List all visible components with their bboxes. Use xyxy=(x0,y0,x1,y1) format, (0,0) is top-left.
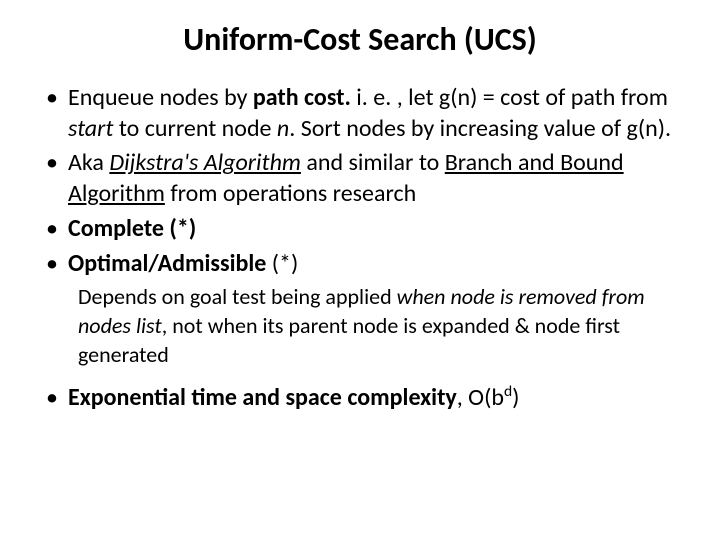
text-bold: Complete (*) xyxy=(68,214,196,243)
text: i. e. , let g(n) = cost of path from xyxy=(351,83,668,112)
text: ) xyxy=(512,383,519,412)
text: to current node xyxy=(113,114,277,143)
bullet-item-2: Aka Dijkstra's Algorithm and similar to … xyxy=(68,148,680,209)
text-bold: Exponential time and space complexity xyxy=(68,383,457,412)
text-superscript: d xyxy=(504,382,512,401)
text: , O(b xyxy=(457,383,504,412)
text: from operations research xyxy=(165,179,416,208)
text: . Sort nodes by increasing value of g(n)… xyxy=(289,114,671,143)
bullet-list-2: Exponential time and space complexity, O… xyxy=(40,383,680,414)
text: Enqueue nodes by xyxy=(68,83,253,112)
text: Depends on goal test being applied xyxy=(78,283,397,310)
bullet-item-4: Optimal/Admissible (*) xyxy=(68,249,680,280)
bullet-item-3: Complete (*) xyxy=(68,214,680,245)
text: and similar to xyxy=(301,148,445,177)
bullet-item-5: Exponential time and space complexity, O… xyxy=(68,383,680,414)
text-underline-italic: Dijkstra's Algorithm xyxy=(109,148,301,177)
slide-title: Uniform-Cost Search (UCS) xyxy=(40,20,680,59)
slide: Uniform-Cost Search (UCS) Enqueue nodes … xyxy=(0,0,720,540)
text: (*) xyxy=(266,249,298,278)
text-bold: path cost. xyxy=(253,83,351,112)
text-italic: start xyxy=(68,114,113,143)
text: Aka xyxy=(68,148,109,177)
text-bold: Optimal/Admissible xyxy=(68,249,266,278)
sub-note: Depends on goal test being applied when … xyxy=(40,283,680,369)
text-italic: n xyxy=(277,114,289,143)
bullet-list: Enqueue nodes by path cost. i. e. , let … xyxy=(40,83,680,279)
bullet-item-1: Enqueue nodes by path cost. i. e. , let … xyxy=(68,83,680,144)
